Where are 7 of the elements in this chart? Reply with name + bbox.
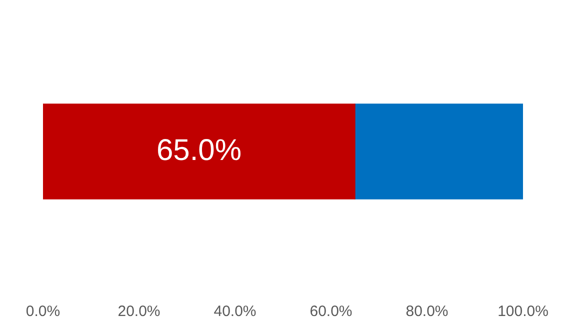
x-tick-label: 80.0% (406, 303, 448, 320)
x-tick-label: 60.0% (310, 303, 352, 320)
data-label: 65.0% (156, 134, 242, 167)
x-tick-label: 40.0% (214, 303, 256, 320)
x-tick-label: 20.0% (118, 303, 160, 320)
x-tick-label: 100.0% (498, 303, 548, 320)
x-tick-label: 0.0% (26, 303, 60, 320)
